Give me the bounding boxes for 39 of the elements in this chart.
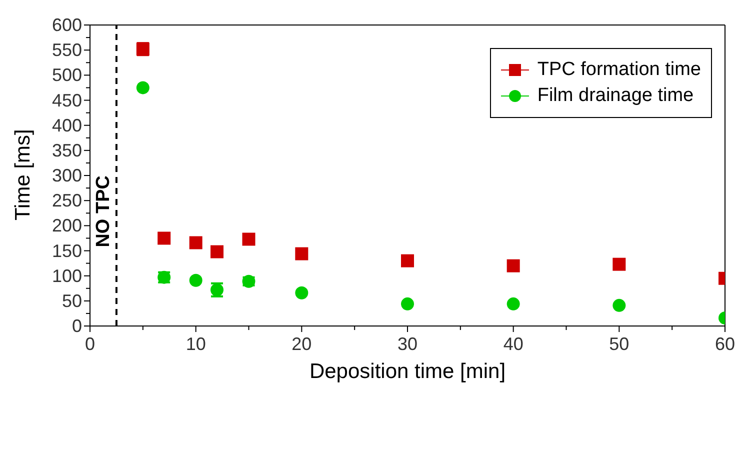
y-tick-label: 350 xyxy=(52,140,82,160)
y-tick-label: 250 xyxy=(52,190,82,211)
point xyxy=(136,81,150,94)
x-tick-label: 0 xyxy=(84,334,96,354)
point xyxy=(506,297,520,310)
y-tick-label: 200 xyxy=(52,216,82,236)
point xyxy=(189,236,202,250)
y-tick-label: 0 xyxy=(72,316,82,336)
point xyxy=(189,274,202,287)
point xyxy=(210,245,224,258)
y-tick-label: 100 xyxy=(52,266,82,286)
y-axis-title: Time [ms] xyxy=(11,129,34,220)
x-tick-label: 40 xyxy=(503,334,524,354)
legend-label: Film drainage time xyxy=(537,84,694,108)
ref-line-label: NO TPC xyxy=(93,175,114,248)
point xyxy=(612,258,626,271)
x-tick-label: 30 xyxy=(397,334,418,354)
y-tick-label: 600 xyxy=(52,15,82,35)
y-tick-label: 50 xyxy=(62,290,82,311)
y-tick-label: 500 xyxy=(52,65,82,86)
point xyxy=(242,232,256,246)
x-tick-label: 20 xyxy=(292,334,312,354)
y-tick-label: 550 xyxy=(52,40,82,60)
y-tick-label: 450 xyxy=(52,90,82,110)
point xyxy=(158,232,171,245)
point xyxy=(401,254,414,268)
point xyxy=(506,259,520,272)
x-tick-label: 10 xyxy=(186,334,206,354)
point xyxy=(295,247,308,260)
legend-label: TPC formation time xyxy=(537,58,701,82)
y-tick-label: 300 xyxy=(52,166,82,186)
point xyxy=(401,297,414,310)
y-tick-label: 400 xyxy=(52,115,82,136)
x-tick-label: 50 xyxy=(609,334,630,354)
x-tick-label: 60 xyxy=(714,334,736,354)
point xyxy=(612,298,626,312)
point xyxy=(295,286,308,300)
y-tick-label: 150 xyxy=(52,240,82,261)
x-axis-title: Deposition time [min] xyxy=(309,360,506,383)
